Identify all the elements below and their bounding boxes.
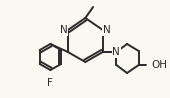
Text: N: N [60,25,68,35]
Text: N: N [113,47,120,57]
Text: F: F [47,78,53,88]
Text: OH: OH [151,60,167,70]
Text: N: N [103,25,110,35]
